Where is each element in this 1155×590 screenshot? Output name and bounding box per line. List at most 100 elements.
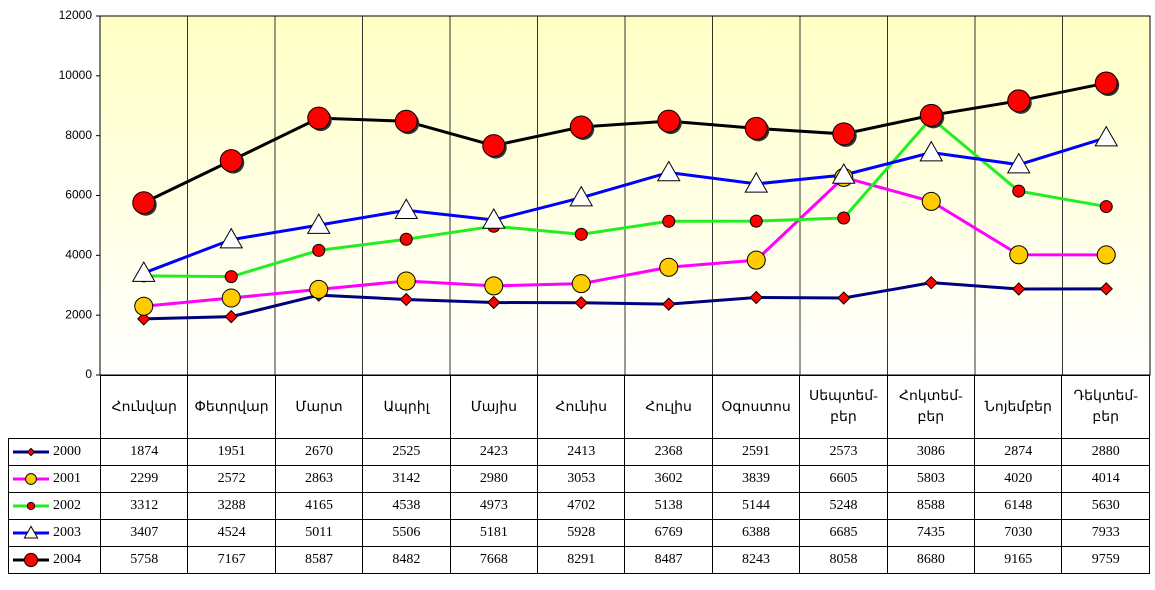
marker: [224, 309, 238, 324]
marker: [306, 213, 331, 234]
marker: [482, 134, 506, 158]
category-label: Օգոստոս: [711, 375, 801, 439]
y-tick-label: 12000: [59, 8, 93, 22]
table-value: 2413: [537, 438, 626, 466]
table-value: 2368: [624, 438, 713, 466]
series-line: [143, 81, 1107, 205]
series-line: [143, 115, 1107, 279]
marker: [399, 232, 413, 246]
marker: [837, 211, 851, 225]
legend-key: [13, 552, 49, 567]
table-value: 2299: [99, 465, 189, 493]
table-value: 6685: [799, 519, 888, 547]
legend-entry: 2000: [8, 438, 101, 466]
y-tick-label: 2000: [65, 307, 92, 321]
category-label: Հունիս: [537, 375, 626, 439]
marker: [1012, 184, 1026, 198]
table-value: 2423: [449, 438, 539, 466]
table-value: 4702: [537, 492, 626, 520]
table-value: 1874: [99, 438, 189, 466]
marker: [924, 275, 938, 290]
marker: [23, 552, 39, 567]
table-value: 3312: [99, 492, 189, 520]
legend-key: [13, 525, 49, 539]
table-value: 7435: [886, 519, 976, 547]
marker: [662, 297, 676, 311]
legend-label: 2001: [53, 471, 81, 487]
marker: [574, 296, 588, 310]
category-label: Փետրվար: [187, 375, 276, 439]
y-tick-label: 8000: [65, 128, 92, 142]
marker: [481, 207, 506, 229]
table-value: 6605: [799, 465, 888, 493]
table-value: 5630: [1061, 492, 1150, 520]
marker: [1099, 200, 1113, 214]
marker: [137, 312, 151, 326]
marker: [23, 525, 39, 539]
table-value: 4020: [974, 465, 1063, 493]
table-value: 8291: [537, 546, 626, 574]
marker: [744, 171, 769, 193]
table-value: 2863: [274, 465, 364, 493]
category-label: Նոյեմբեր: [974, 375, 1063, 439]
table-value: 3602: [624, 465, 713, 493]
table-value: 9759: [1061, 546, 1150, 574]
category-label: Դեկտեմ- բեր: [1061, 375, 1150, 439]
table-value: 5803: [886, 465, 976, 493]
table-value: 8482: [362, 546, 451, 574]
marker: [1094, 125, 1119, 147]
category-label: Հունվար: [99, 375, 189, 439]
table-value: 7933: [1061, 519, 1150, 547]
legend-label: 2004: [53, 552, 81, 568]
marker: [569, 115, 593, 139]
category-label: Սեպտեմ- բեր: [799, 375, 888, 439]
table-value: 4165: [274, 492, 364, 520]
table-value: 1951: [187, 438, 276, 466]
marker: [656, 160, 681, 182]
category-row: Հունվար Փետրվար Մարտ Ապրիլ Մայիս Հունիս Հուլիս…: [9, 375, 1150, 439]
table-value: 5506: [362, 519, 451, 547]
marker: [1012, 282, 1026, 296]
blank-cell: [9, 376, 101, 439]
marker: [309, 279, 329, 299]
marker: [219, 227, 244, 249]
table-value: 2572: [187, 465, 276, 493]
table-row: 2000 1874 1951 2670 2525 2423 2413 2368 2591 2573…: [8, 438, 1150, 466]
table-value: 8487: [624, 546, 713, 574]
marker: [221, 288, 241, 308]
table-value: 4014: [1061, 465, 1150, 493]
marker: [484, 276, 504, 296]
table-row: 2003 3407 4524 5011 5506 5181 5928 6769 6388 6685…: [8, 519, 1150, 547]
legend-label: 2000: [53, 444, 81, 460]
category-label: Ապրիլ: [362, 375, 451, 439]
table-value: 2525: [362, 438, 451, 466]
y-tick-label: 6000: [65, 188, 92, 202]
table-value: 8058: [799, 546, 888, 574]
series-line: [143, 175, 1107, 308]
legend-entry: 2002: [8, 492, 101, 520]
marker: [131, 261, 156, 282]
table-value: 3086: [886, 438, 976, 466]
table-row: 2002 3312 3288 4165 4538 4973 4702 5138 5144 5248…: [8, 492, 1150, 520]
marker: [219, 149, 243, 173]
table-value: 8680: [886, 546, 976, 574]
marker: [569, 185, 594, 207]
table-value: 2880: [1061, 438, 1150, 466]
category-label: Հուլիս: [624, 375, 713, 439]
marker: [132, 191, 156, 215]
marker: [919, 140, 944, 162]
marker: [837, 291, 851, 305]
table-value: 3839: [711, 465, 801, 493]
marker: [312, 243, 326, 257]
table-value: 2874: [974, 438, 1063, 466]
table-value: 5181: [449, 519, 539, 547]
marker: [571, 274, 591, 294]
legend-key: [13, 447, 49, 457]
table-value: 2591: [711, 438, 801, 466]
table-value: 7668: [449, 546, 539, 574]
marker: [26, 447, 36, 457]
table-value: 4524: [187, 519, 276, 547]
table-value: 7167: [187, 546, 276, 574]
marker: [487, 295, 501, 310]
